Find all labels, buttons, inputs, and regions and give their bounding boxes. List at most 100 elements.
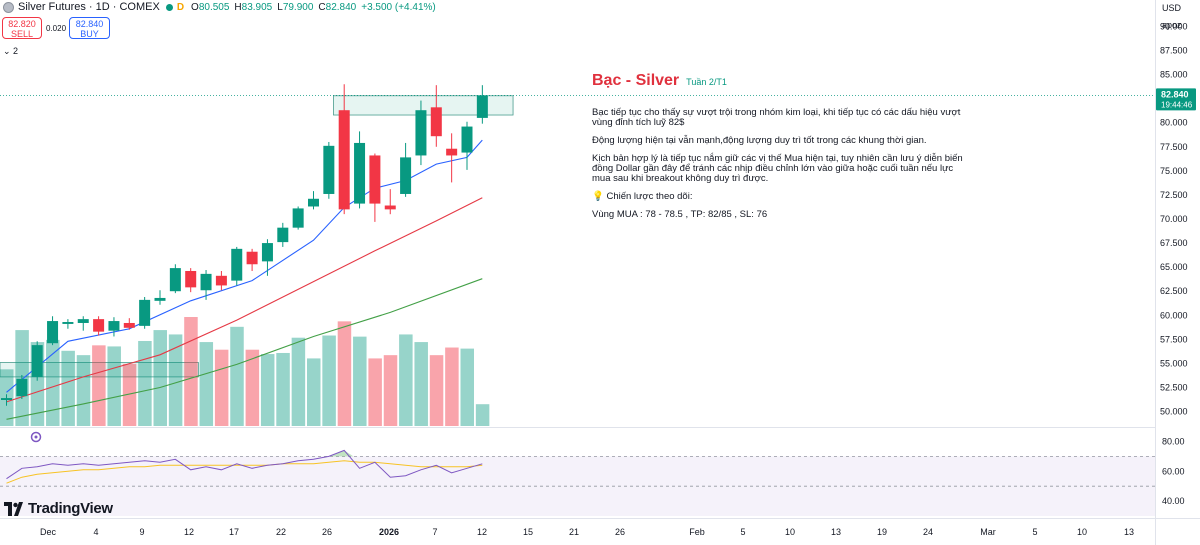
candle-body-23 xyxy=(354,142,366,204)
price-tick-11: 62.500 xyxy=(1160,286,1188,296)
candle-body-3 xyxy=(47,321,59,344)
countdown-timer: 19:44:46 xyxy=(1161,100,1193,109)
candle-body-5 xyxy=(77,319,89,323)
price-tick-7: 72.500 xyxy=(1160,190,1188,200)
annotation-title: Bạc - Silver xyxy=(592,72,680,89)
volume-bar-27 xyxy=(399,334,413,426)
time-tick-8: 7 xyxy=(432,527,437,537)
volume-bar-14 xyxy=(199,342,214,426)
annotation-paragraph-4: 💡 Chiến lược theo dõi: xyxy=(592,191,693,202)
analysis-annotation: Bạc - Silver Tuần 2/T1 Bạc tiếp tục cho t… xyxy=(592,72,972,228)
buy-price: 82.840 xyxy=(75,19,104,29)
candle-body-10 xyxy=(154,297,166,301)
time-tick-2: 9 xyxy=(139,527,144,537)
volume-bar-17 xyxy=(245,349,260,426)
candle-body-1 xyxy=(16,378,28,397)
candle-body-12 xyxy=(185,270,197,288)
time-tick-15: 10 xyxy=(785,527,795,537)
ma-slow-line xyxy=(6,278,483,420)
rsi-signal-line xyxy=(6,460,483,484)
indicator-collapse-toggle[interactable]: ⌄ 2 xyxy=(3,46,19,56)
rsi-indicator-icon xyxy=(30,431,42,443)
annotation-paragraph-1: Bạc tiếp tục cho thấy sự vượt trội trong… xyxy=(592,107,961,128)
time-tick-1: 4 xyxy=(93,527,98,537)
symbol-title[interactable]: Silver Futures · 1D · COMEX xyxy=(18,1,160,13)
sell-label: SELL xyxy=(10,29,34,39)
candle-body-31 xyxy=(476,95,488,118)
tradingview-logo[interactable]: TradingView xyxy=(4,500,113,517)
volume-bar-15 xyxy=(214,349,229,426)
sell-price: 82.820 xyxy=(8,19,36,29)
price-tick-16: 50.000 xyxy=(1160,407,1188,417)
time-tick-13: Feb xyxy=(689,527,705,537)
volume-bar-25 xyxy=(368,358,382,426)
volume-bar-16 xyxy=(230,326,244,426)
annotation-paragraph-2: Động lượng hiện tại vẫn mạnh,động lượng … xyxy=(592,135,927,146)
volume-bar-32 xyxy=(475,404,490,426)
tradingview-logo-icon xyxy=(4,501,23,516)
candle-body-29 xyxy=(446,148,458,156)
time-tick-6: 26 xyxy=(322,527,332,537)
time-tick-0: Dec xyxy=(40,527,57,537)
volume-bar-4 xyxy=(46,339,60,426)
time-tick-4: 17 xyxy=(229,527,239,537)
currency-label[interactable]: USD xyxy=(1162,3,1182,13)
time-tick-16: 13 xyxy=(831,527,841,537)
rsi-line xyxy=(6,449,483,480)
time-tick-21: 10 xyxy=(1077,527,1087,537)
time-tick-12: 26 xyxy=(615,527,625,537)
time-tick-14: 5 xyxy=(740,527,745,537)
ma-fast-line xyxy=(6,139,483,393)
candle-body-21 xyxy=(323,145,335,194)
time-tick-7: 2026 xyxy=(379,527,399,537)
price-tick-13: 57.500 xyxy=(1160,334,1188,344)
volume-bar-7 xyxy=(92,345,106,426)
market-open-dot-icon xyxy=(165,3,173,11)
time-tick-5: 22 xyxy=(276,527,286,537)
volume-bar-8 xyxy=(107,346,121,426)
candle-body-2 xyxy=(31,345,43,377)
rsi-tick-1: 60.00 xyxy=(1162,466,1185,476)
price-tick-6: 75.000 xyxy=(1160,166,1188,176)
time-tick-3: 12 xyxy=(184,527,194,537)
price-tick-10: 65.000 xyxy=(1160,262,1188,272)
volume-bar-6 xyxy=(76,355,91,426)
scale-mode-label[interactable]: apoz xyxy=(1162,20,1182,30)
rsi-tick-2: 40.00 xyxy=(1162,496,1185,506)
price-change: +3.500 (+4.41%) xyxy=(361,1,436,13)
sell-button[interactable]: 82.820 SELL xyxy=(2,17,42,39)
volume-bar-5 xyxy=(61,350,75,426)
volume-bar-28 xyxy=(414,342,428,426)
zone-rect-1 xyxy=(0,362,199,378)
time-tick-9: 12 xyxy=(477,527,487,537)
price-tick-2: 85.000 xyxy=(1160,70,1188,80)
candle-body-20 xyxy=(308,198,319,207)
time-tick-10: 15 xyxy=(523,527,533,537)
market-status: D xyxy=(176,1,185,13)
time-tick-17: 19 xyxy=(877,527,887,537)
volume-bar-30 xyxy=(445,347,459,426)
ohlc-low: L79.900 xyxy=(277,1,314,13)
volume-bar-23 xyxy=(337,321,352,426)
candle-body-8 xyxy=(123,322,135,328)
time-tick-19: Mar xyxy=(980,527,996,537)
candle-body-17 xyxy=(261,243,273,262)
ma-mid-line xyxy=(6,197,483,403)
ohlc-open: O80.505 xyxy=(191,1,230,13)
candle-body-9 xyxy=(139,299,151,326)
buy-label: BUY xyxy=(80,29,99,39)
volume-bar-22 xyxy=(322,335,336,426)
spread-value: 0.020 xyxy=(46,24,67,33)
candle-body-4 xyxy=(62,322,74,324)
buy-button[interactable]: 82.840 BUY xyxy=(69,17,110,39)
rsi-overbought-fill xyxy=(298,450,354,457)
candle-body-0 xyxy=(1,398,12,401)
volume-bar-11 xyxy=(153,330,167,426)
ohlc-high: H83.905 xyxy=(234,1,273,13)
volume-bar-24 xyxy=(353,336,367,426)
price-tick-0: 90.000 xyxy=(1160,21,1188,31)
ohlc-close: C82.840 xyxy=(318,1,357,13)
volume-bar-31 xyxy=(460,348,474,426)
volume-bar-13 xyxy=(184,317,198,426)
